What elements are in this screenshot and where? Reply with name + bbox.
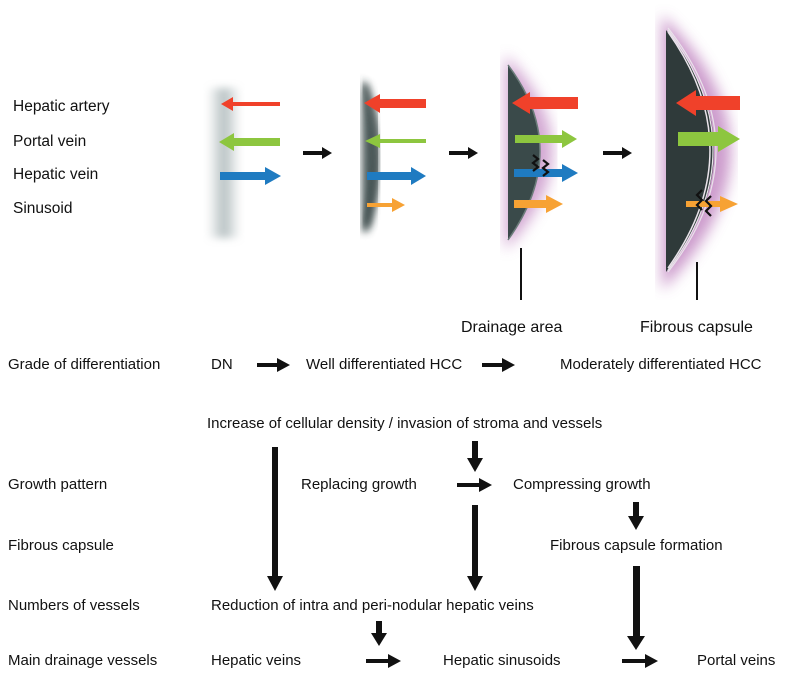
reduction-hepatic-veins: Reduction of intra and peri-nodular hepa… bbox=[211, 597, 534, 614]
arrow-dn-to-well bbox=[257, 358, 290, 372]
row-label-numbers: Numbers of vessels bbox=[8, 597, 140, 614]
fibrous-capsule-formation: Fibrous capsule formation bbox=[550, 537, 723, 554]
stage-1-nodule bbox=[207, 88, 241, 238]
stage-transition-arrows bbox=[303, 147, 632, 159]
sinusoid-arrow bbox=[367, 198, 405, 212]
stage-1-vessels bbox=[219, 97, 281, 185]
sinusoid-arrow bbox=[686, 196, 738, 212]
hepatic-artery-arrow bbox=[512, 92, 578, 114]
stage-3-nodule bbox=[505, 55, 553, 250]
transition-arrow-2-3 bbox=[449, 147, 478, 159]
compressing-growth: Compressing growth bbox=[513, 476, 651, 493]
arrow-increase-to-reduction bbox=[267, 447, 283, 591]
sinusoid-arrow bbox=[514, 195, 563, 213]
hepatic-vein-arrow bbox=[367, 167, 426, 185]
arrow-growth-to-reduction bbox=[467, 505, 483, 591]
row-label-drainage: Main drainage vessels bbox=[8, 652, 158, 669]
stage-3-vessels bbox=[512, 92, 578, 213]
row-label-capsule: Fibrous capsule bbox=[8, 537, 114, 554]
vein-obstruction-mark bbox=[531, 154, 540, 172]
arrow-capsule-to-drainage bbox=[627, 566, 645, 650]
row-label-growth: Growth pattern bbox=[8, 476, 108, 493]
portal-vein-arrow bbox=[515, 130, 577, 148]
legend-hepatic-vein: Hepatic vein bbox=[13, 166, 99, 183]
increase-cellular-density: Increase of cellular density / invasion … bbox=[207, 415, 603, 432]
arrow-sinusoids-to-portal bbox=[622, 654, 658, 668]
transition-arrow-1-2 bbox=[303, 147, 332, 159]
replacing-growth: Replacing growth bbox=[301, 476, 417, 493]
portal-vein-arrow bbox=[219, 133, 280, 151]
stage-2-nodule bbox=[360, 78, 381, 232]
legend-portal-vein: Portal vein bbox=[13, 133, 87, 150]
grade-well-differentiated: Well differentiated HCC bbox=[306, 356, 463, 373]
arrow-compressing-to-capsule bbox=[628, 502, 644, 530]
arrow-well-to-moderate bbox=[482, 358, 515, 372]
transition-arrow-3-4 bbox=[603, 147, 632, 159]
arrow-increase-to-growth bbox=[467, 441, 483, 472]
row-label-grade: Grade of differentiation bbox=[8, 356, 161, 373]
stage-2-vessels bbox=[364, 94, 426, 212]
drainage-hepatic-sinusoids: Hepatic sinusoids bbox=[443, 652, 561, 669]
hepatic-vein-arrow bbox=[220, 167, 281, 185]
arrow-hepatic-veins-to-sinusoids bbox=[366, 654, 401, 668]
grade-moderately-differentiated: Moderately differentiated HCC bbox=[560, 356, 762, 373]
stage-4-vessels bbox=[676, 90, 740, 217]
nodule-progression-illustration bbox=[207, 15, 740, 300]
sinusoid-obstruction-mark bbox=[695, 189, 704, 211]
hepatic-artery-arrow bbox=[676, 90, 740, 116]
drainage-portal-veins: Portal veins bbox=[697, 652, 776, 669]
fibrous-capsule-label: Fibrous capsule bbox=[640, 319, 753, 336]
sinusoid-obstruction-mark bbox=[704, 195, 713, 217]
hepatic-artery-arrow bbox=[364, 94, 426, 113]
legend-hepatic-artery: Hepatic artery bbox=[13, 98, 110, 115]
hepatic-artery-arrow bbox=[221, 97, 280, 111]
stage-4-nodule bbox=[662, 15, 731, 290]
arrow-reduction-to-drainage bbox=[371, 621, 387, 646]
legend-sinusoid: Sinusoid bbox=[13, 200, 73, 217]
drainage-hepatic-veins: Hepatic veins bbox=[211, 652, 302, 669]
grade-dn: DN bbox=[211, 356, 233, 373]
drainage-area-label: Drainage area bbox=[461, 319, 563, 336]
portal-vein-arrow bbox=[365, 134, 426, 148]
arrow-replacing-to-compressing bbox=[457, 478, 492, 492]
vein-obstruction-mark bbox=[541, 159, 550, 177]
portal-vein-arrow bbox=[678, 126, 740, 152]
